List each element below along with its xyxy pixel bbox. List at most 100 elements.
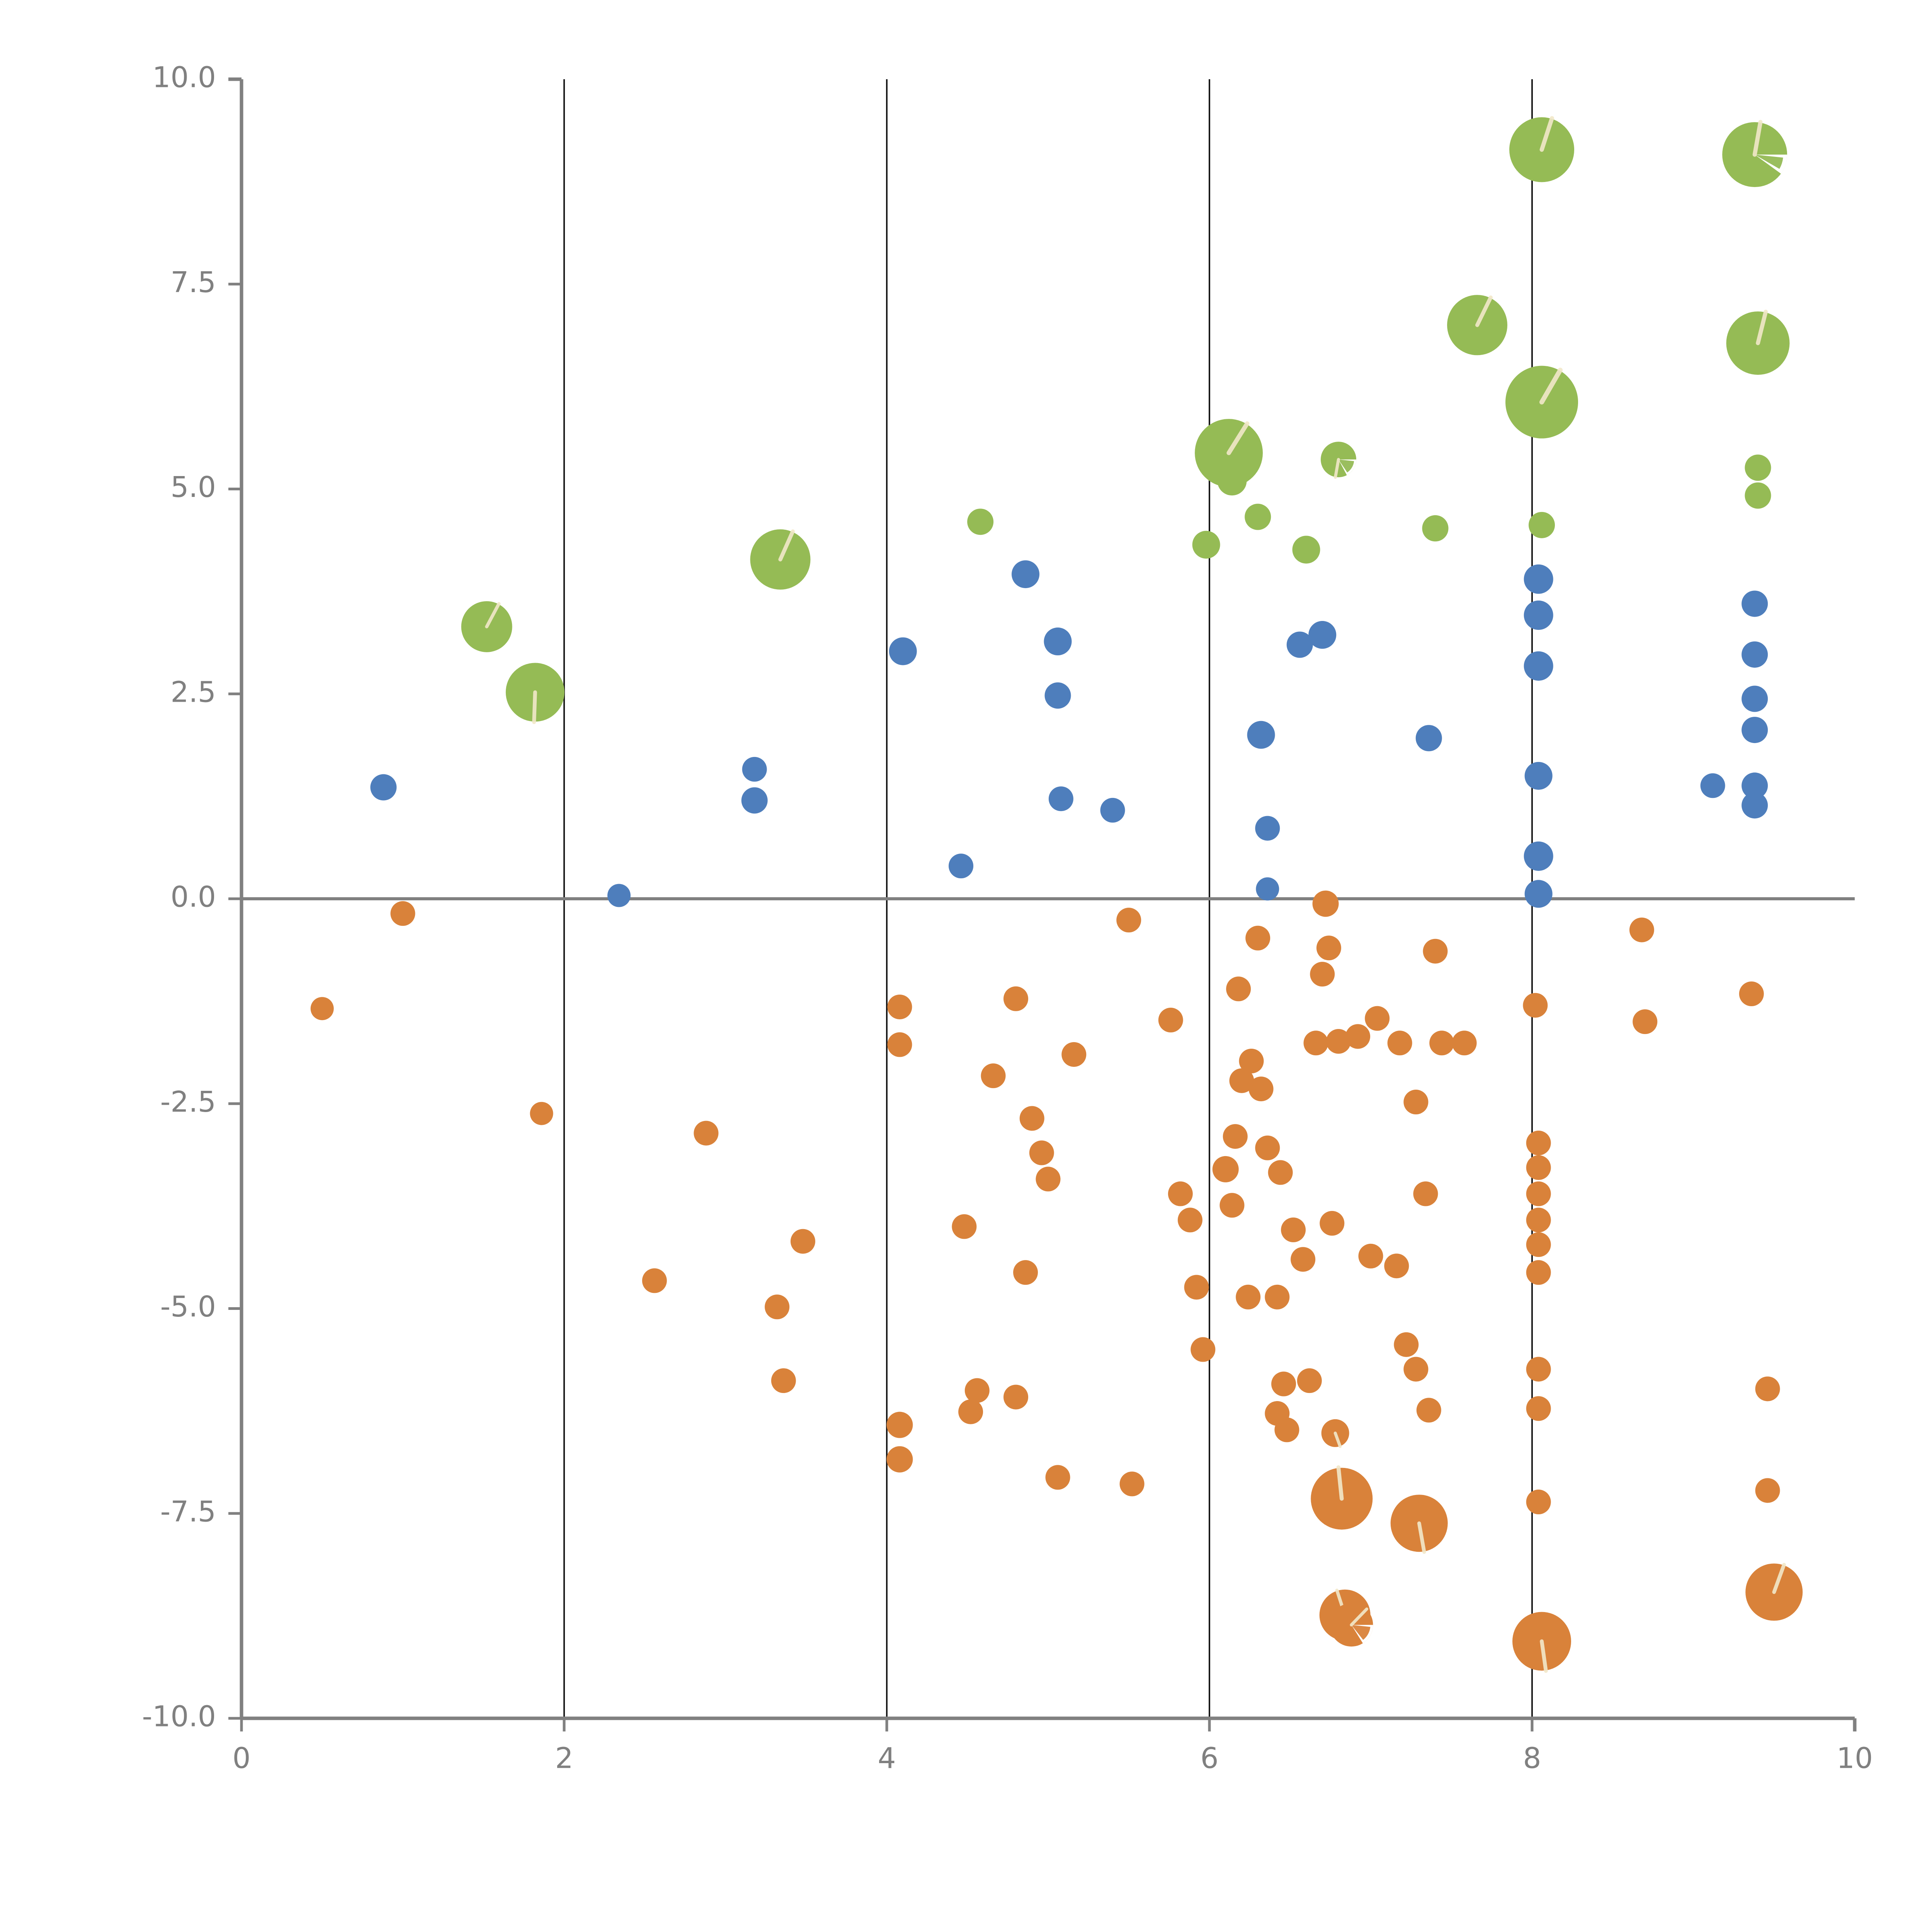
marker-disc [1316, 935, 1341, 961]
data-point-orange [1316, 935, 1341, 961]
data-point-green [1195, 419, 1263, 487]
data-point-orange [1019, 1106, 1044, 1131]
data-point-green [1422, 515, 1449, 542]
marker-disc [958, 1399, 983, 1424]
marker-disc [765, 1294, 790, 1320]
data-point-orange [1629, 917, 1654, 942]
data-point-orange [1177, 1208, 1202, 1233]
marker-disc [1742, 590, 1768, 617]
data-point-blue [1415, 725, 1442, 752]
data-point-orange [1345, 1024, 1371, 1049]
data-point-orange [1526, 1490, 1551, 1515]
marker-disc [1755, 1478, 1780, 1503]
marker-disc [1190, 1337, 1216, 1362]
marker-disc [1755, 1376, 1780, 1401]
data-point-orange [642, 1268, 667, 1293]
data-point-orange [1390, 1495, 1448, 1554]
data-point-green [1726, 310, 1790, 375]
marker-disc [1413, 1181, 1438, 1206]
data-point-orange [887, 994, 912, 1019]
axis-spines-group [228, 77, 1857, 1731]
marker-disc [1742, 772, 1768, 799]
marker-inner-wedge [1351, 1625, 1371, 1640]
data-point-green [505, 663, 565, 724]
marker-disc [1526, 1131, 1551, 1156]
data-point-orange [790, 1229, 815, 1254]
data-point-green [461, 601, 512, 652]
x-tick-label: 6 [1200, 1742, 1218, 1775]
marker-hand [1539, 116, 1554, 152]
x-tick-label: 4 [878, 1742, 896, 1775]
data-point-green [1722, 120, 1787, 187]
y-tick-label: -10.0 [142, 1700, 216, 1733]
data-point-blue [1524, 651, 1553, 681]
marker-inner-wedge [1338, 459, 1354, 473]
data-point-orange [1291, 1247, 1316, 1272]
data-point-blue [1012, 560, 1040, 588]
marker-disc [1700, 773, 1725, 798]
marker-disc [1119, 1471, 1145, 1497]
marker-disc [1281, 1217, 1306, 1242]
data-point-orange [1526, 1131, 1551, 1156]
marker-disc [1742, 685, 1768, 712]
marker-disc [1247, 721, 1275, 749]
marker-disc [1633, 1009, 1658, 1034]
marker-disc [1523, 993, 1548, 1018]
marker-disc [1019, 1106, 1044, 1131]
data-point-green [1505, 366, 1578, 439]
data-point-blue [1286, 631, 1313, 658]
marker-disc [1384, 1253, 1409, 1279]
y-tick-label: 7.5 [170, 266, 216, 299]
marker-hand [485, 602, 501, 629]
data-point-orange [1526, 1260, 1551, 1285]
data-point-green [967, 509, 994, 535]
marker-disc [1177, 1208, 1202, 1233]
data-point-orange [1365, 1006, 1390, 1031]
data-point-blue [1742, 590, 1768, 617]
marker-disc [1219, 1193, 1245, 1218]
data-point-orange [1330, 1603, 1373, 1647]
data-point-orange [1429, 1031, 1454, 1056]
y-tick-label: -2.5 [160, 1085, 216, 1119]
marker-disc [1403, 1357, 1429, 1382]
axis-ticks-group [228, 78, 1856, 1731]
marker-disc [1217, 466, 1247, 496]
marker-disc [1326, 1029, 1351, 1054]
marker-disc [1320, 1211, 1345, 1236]
data-point-green [750, 529, 811, 590]
data-point-blue [1048, 786, 1073, 811]
marker-disc [1012, 560, 1040, 588]
marker-hand [1539, 367, 1563, 405]
marker-hand [1417, 1521, 1426, 1554]
data-point-orange [1268, 1160, 1293, 1185]
marker-disc [694, 1121, 719, 1146]
data-point-orange [981, 1063, 1006, 1088]
data-point-blue [1308, 621, 1337, 649]
data-point-blue [1255, 816, 1280, 841]
marker-disc [1423, 939, 1448, 964]
marker-disc [1742, 792, 1768, 819]
marker-disc [1168, 1181, 1193, 1206]
data-point-orange [1416, 1398, 1441, 1423]
data-point-orange [1526, 1232, 1551, 1257]
marker-disc [607, 884, 631, 907]
marker-disc [1742, 641, 1768, 668]
data-point-blue [1742, 772, 1768, 799]
marker-disc [1524, 762, 1553, 790]
marker-disc [1192, 531, 1220, 559]
y-tick-label: 10.0 [152, 61, 216, 94]
data-point-orange [694, 1121, 719, 1146]
marker-disc [887, 994, 912, 1019]
marker-disc [1365, 1006, 1390, 1031]
data-point-orange [765, 1294, 790, 1320]
marker-hand [532, 690, 537, 724]
marker-disc [887, 1032, 912, 1057]
data-point-orange [1212, 1156, 1239, 1182]
marker-disc [1255, 816, 1280, 841]
marker-disc [981, 1063, 1006, 1088]
marker-disc [964, 1378, 990, 1403]
marker-hand [1475, 295, 1493, 327]
marker-disc [1345, 1024, 1371, 1049]
data-point-orange [1413, 1181, 1438, 1206]
marker-disc [1239, 1048, 1264, 1073]
